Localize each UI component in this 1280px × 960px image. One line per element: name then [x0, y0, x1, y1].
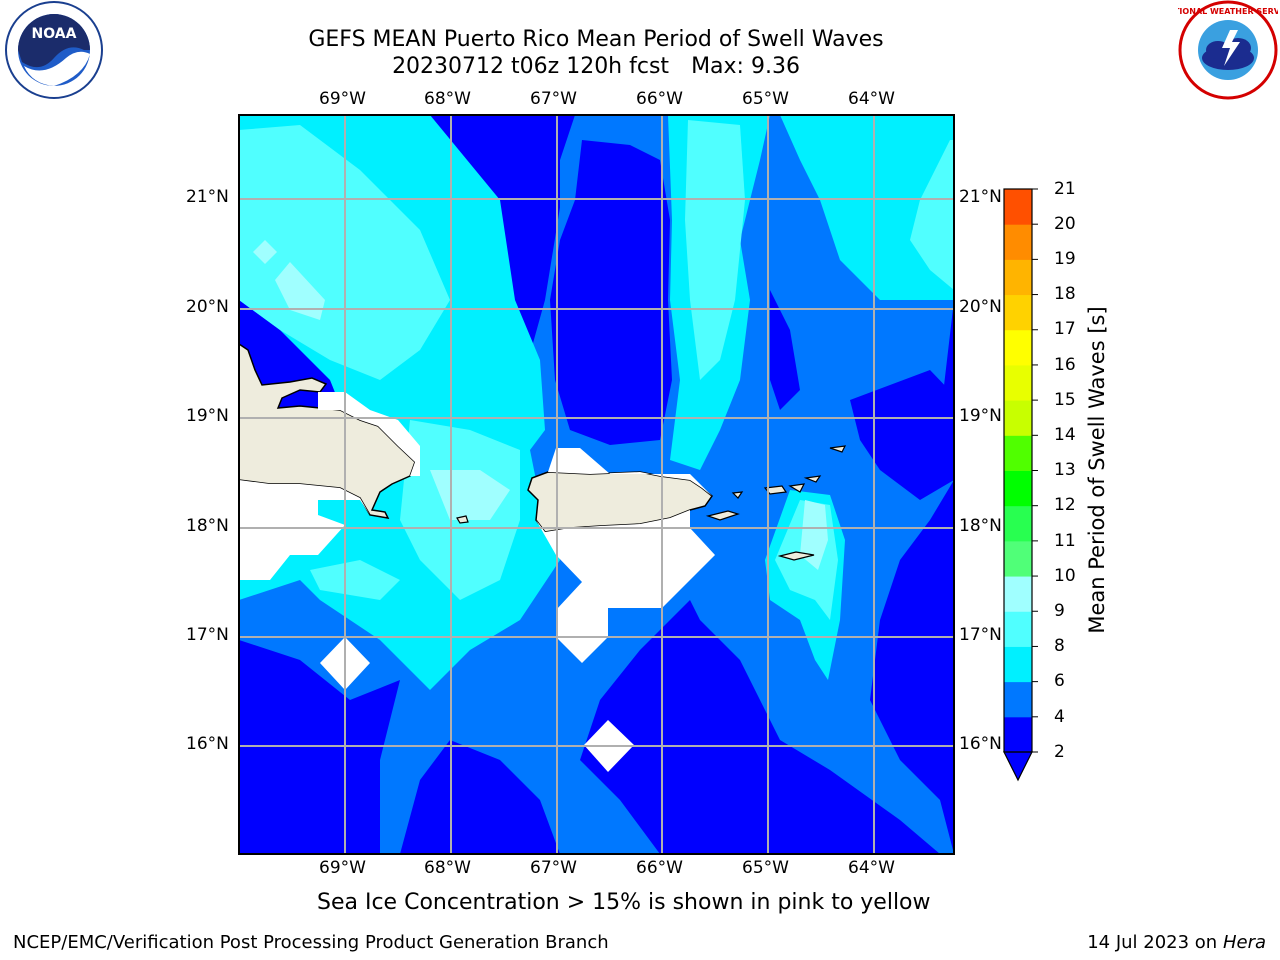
lon-label-bottom: 64°W	[848, 858, 895, 878]
no-data-pr-north	[548, 448, 712, 496]
lon-label-bottom: 69°W	[319, 858, 366, 878]
period-2-4-far-east	[850, 370, 954, 500]
colorbar-tick-label: 20	[1054, 214, 1076, 234]
period-8-9-south	[310, 560, 400, 600]
nws-logo-text: NATIONAL WEATHER SERVICE	[1178, 7, 1278, 16]
colorbar-tick-label: 6	[1054, 671, 1065, 691]
lat-label-left: 17°N	[186, 625, 229, 645]
lat-label-right: 21°N	[959, 187, 1002, 207]
lon-label-bottom: 65°W	[742, 858, 789, 878]
colorbar-cell	[1004, 189, 1032, 225]
st-john-island	[788, 483, 806, 493]
lon-label-top: 69°W	[319, 89, 366, 109]
colorbar-cell	[1004, 540, 1032, 577]
colorbar-cell	[1004, 646, 1032, 683]
lon-label-top: 64°W	[848, 89, 895, 109]
colorbar-tick-label: 15	[1054, 390, 1076, 410]
period-2-4-east	[770, 290, 800, 410]
map-field	[239, 115, 954, 854]
chart-subtitle: 20230712 t06z 120h fcst Max: 9.36	[196, 54, 996, 80]
footer-credit: NCEP/EMC/Verification Post Processing Pr…	[13, 932, 609, 953]
lon-label-bottom: 67°W	[530, 858, 577, 878]
sea-ice-note: Sea Ice Concentration > 15% is shown in …	[317, 890, 931, 915]
lat-label-left: 21°N	[186, 187, 229, 207]
lat-label-right: 18°N	[959, 516, 1002, 536]
period-8-9-ne	[910, 140, 954, 290]
colorbar-cell	[1004, 611, 1032, 647]
anegada-island	[829, 445, 847, 453]
colorbar-cell	[1004, 716, 1032, 753]
noaa-logo: NOAA	[5, 1, 103, 99]
max-value: Max: 9.36	[691, 54, 800, 79]
national-weather-service-logo: NATIONAL WEATHER SERVICE	[1178, 0, 1278, 100]
colorbar	[1003, 188, 1038, 782]
forecast-time: 20230712 t06z 120h fcst	[392, 54, 670, 79]
map-frame	[238, 114, 955, 855]
colorbar-label: Mean Period of Swell Waves [s]	[1085, 306, 1109, 634]
period-9-10-small	[253, 240, 277, 264]
colorbar-tick-label: 13	[1054, 460, 1076, 480]
st-croix-island	[777, 551, 815, 561]
period-8-9-north	[685, 120, 745, 380]
colorbar-tick-label: 10	[1054, 566, 1076, 586]
footer-host: Hera	[1222, 932, 1266, 953]
colorbar-cell	[1004, 259, 1032, 296]
lat-label-right: 19°N	[959, 406, 1002, 426]
colorbar-tick-label: 21	[1054, 179, 1076, 199]
lat-label-left: 16°N	[186, 734, 229, 754]
colorbar-cell	[1004, 294, 1032, 331]
no-data-hispaniola	[239, 480, 370, 580]
lat-label-left: 19°N	[186, 406, 229, 426]
no-data-pr-south	[536, 510, 715, 663]
lat-label-right: 20°N	[959, 297, 1002, 317]
colorbar-cell	[1004, 400, 1032, 436]
no-data-hispaniola-north	[318, 392, 420, 476]
colorbar-cell	[1004, 681, 1032, 718]
period-9-10-region	[275, 262, 325, 320]
noaa-logo-text: NOAA	[32, 26, 77, 42]
lat-label-right: 16°N	[959, 734, 1002, 754]
colorbar-tick-label: 17	[1054, 319, 1076, 339]
colorbar-tick-label: 8	[1054, 636, 1065, 656]
colorbar-cell	[1004, 505, 1032, 542]
colorbar-tick-label: 2	[1054, 742, 1065, 762]
chart-title: GEFS MEAN Puerto Rico Mean Period of Swe…	[308, 27, 884, 52]
colorbar-extend-arrow	[1003, 751, 1033, 782]
colorbar-tick-label: 19	[1054, 249, 1076, 269]
colorbar-tick-label: 9	[1054, 601, 1065, 621]
mona-island	[456, 515, 469, 524]
colorbar-cell	[1004, 224, 1032, 260]
lat-label-left: 18°N	[186, 516, 229, 536]
lon-label-top: 66°W	[636, 89, 683, 109]
period-6-8-ne	[780, 115, 954, 300]
period-2-4-band	[550, 140, 672, 445]
footer-date: 14 Jul 2023 on Hera	[1087, 932, 1266, 953]
colorbar-cell	[1004, 329, 1032, 366]
lon-label-top: 65°W	[742, 89, 789, 109]
colorbar-tick-label: 4	[1054, 707, 1065, 727]
colorbar-tick-label: 14	[1054, 425, 1076, 445]
culebra-island	[731, 491, 744, 499]
colorbar-cell	[1004, 435, 1032, 471]
colorbar-cell	[1004, 364, 1032, 401]
vieques-island	[705, 510, 740, 521]
colorbar-tick-label: 18	[1054, 284, 1076, 304]
lon-label-bottom: 68°W	[424, 858, 471, 878]
colorbar-tick-label: 11	[1054, 531, 1076, 551]
colorbar-tick-label: 16	[1054, 355, 1076, 375]
lat-label-right: 17°N	[959, 625, 1002, 645]
lat-label-left: 20°N	[186, 297, 229, 317]
lon-label-bottom: 66°W	[636, 858, 683, 878]
lon-label-top: 67°W	[530, 89, 577, 109]
colorbar-tick-label: 12	[1054, 495, 1076, 515]
period-9-10-se	[800, 500, 828, 570]
graticule	[239, 115, 954, 854]
lon-label-top: 68°W	[424, 89, 471, 109]
colorbar-cell	[1004, 470, 1032, 507]
colorbar-cell	[1004, 576, 1032, 612]
tortola-island	[803, 475, 822, 483]
footer-date-text: 14 Jul 2023 on	[1087, 932, 1218, 953]
